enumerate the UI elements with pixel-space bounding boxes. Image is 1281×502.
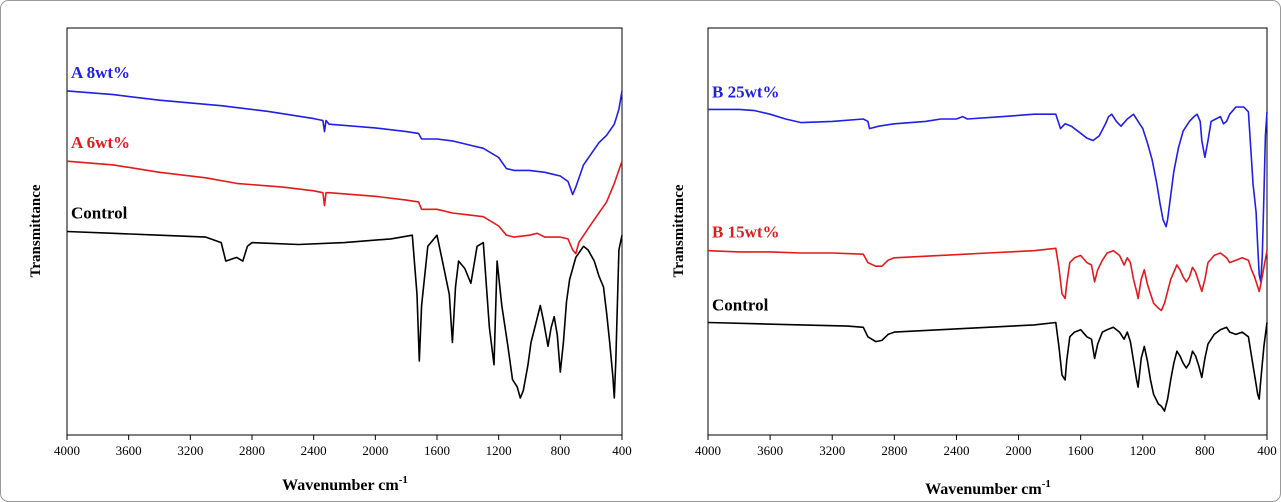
y-axis-label: Transmittance	[28, 184, 44, 277]
x-ticks: 4000 3600 3200 2800 2400 2000 1600 1200 800 400	[54, 435, 632, 458]
x-tick-label-3600: 3600	[757, 443, 783, 458]
series-label-middle: A 6wt%	[71, 133, 130, 152]
chart-left: 4000 3600 3200 2800 2400 2000 1600 1200 800 400 A…	[28, 27, 632, 494]
series-line-3	[707, 321, 1268, 412]
series-line-1	[66, 90, 623, 196]
x-ticks: 4000 3600 3200 2800 2400 2000 1600 1200 800 400	[695, 435, 1277, 458]
x-axis-label: Wavenumber cm-1	[925, 478, 1051, 498]
series-lines	[707, 106, 1268, 412]
plot-area-frame	[707, 27, 1268, 436]
x-tick-label-800: 800	[551, 443, 571, 458]
x-tick-label-400: 400	[1257, 443, 1277, 458]
x-tick-label-3200: 3200	[177, 443, 203, 458]
x-tick-label-4000: 4000	[695, 443, 721, 458]
x-axis-label: Wavenumber cm-1	[282, 474, 408, 494]
x-tick-label-800: 800	[1195, 443, 1215, 458]
series-label-bottom: Control	[71, 204, 128, 223]
x-tick-label-1200: 1200	[486, 443, 512, 458]
plot-area-frame	[66, 27, 623, 436]
series-label-top: A 8wt%	[71, 63, 130, 82]
x-tick-label-1600: 1600	[1068, 443, 1094, 458]
series-line-1	[708, 106, 1268, 283]
x-tick-label-4000: 4000	[54, 443, 80, 458]
x-tick-label-1600: 1600	[424, 443, 450, 458]
x-tick-label-2800: 2800	[239, 443, 265, 458]
x-tick-label-3200: 3200	[819, 443, 845, 458]
series-label-top: B 25wt%	[712, 82, 780, 101]
x-axis-label-text: Wavenumber cm	[925, 481, 1042, 498]
x-axis-label-superscript: -1	[1042, 478, 1051, 490]
series-labels: A 8wt% A 6wt% Control	[71, 63, 130, 223]
series-lines	[66, 90, 623, 399]
y-axis-label: Transmittance	[671, 184, 687, 277]
x-tick-label-400: 400	[612, 443, 632, 458]
series-label-middle: B 15wt%	[712, 223, 780, 242]
x-tick-label-2000: 2000	[1006, 443, 1032, 458]
x-tick-label-2400: 2400	[943, 443, 969, 458]
x-tick-label-1200: 1200	[1130, 443, 1156, 458]
x-tick-label-2400: 2400	[301, 443, 327, 458]
series-labels: B 25wt% B 15wt% Control	[712, 82, 780, 314]
series-line-2	[707, 247, 1268, 312]
x-tick-label-2800: 2800	[881, 443, 907, 458]
chart-right: 4000 3600 3200 2800 2400 2000 1600 1200 800 400 B…	[671, 27, 1277, 498]
x-axis-label-superscript: -1	[399, 474, 408, 486]
x-tick-label-2000: 2000	[362, 443, 388, 458]
x-axis-label-text: Wavenumber cm	[282, 477, 399, 494]
series-line-2	[66, 160, 623, 255]
series-line-3	[66, 230, 623, 399]
series-label-bottom: Control	[712, 295, 769, 314]
x-tick-label-3600: 3600	[116, 443, 142, 458]
